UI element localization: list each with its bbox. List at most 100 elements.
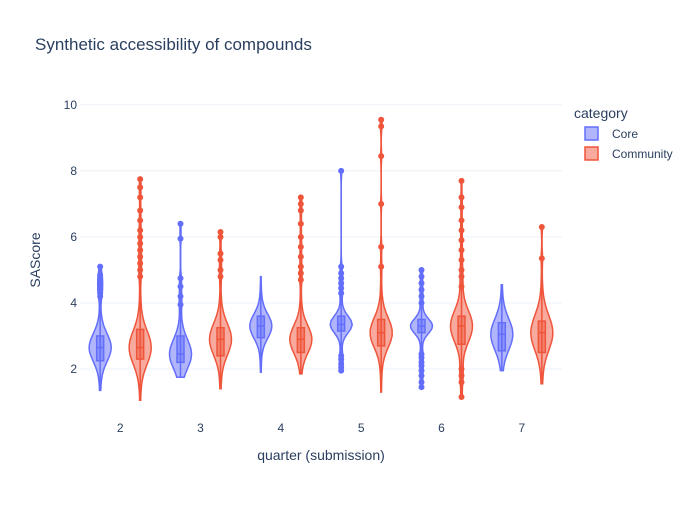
outlier-point[interactable]: [338, 280, 345, 287]
outlier-point[interactable]: [137, 260, 144, 267]
outlier-point[interactable]: [418, 351, 425, 358]
outlier-point[interactable]: [338, 275, 345, 282]
outlier-point[interactable]: [297, 263, 304, 270]
outlier-point[interactable]: [177, 235, 184, 242]
outlier-point[interactable]: [458, 365, 465, 372]
outlier-point[interactable]: [137, 176, 144, 183]
outlier-point[interactable]: [217, 257, 224, 264]
outlier-point[interactable]: [177, 293, 184, 300]
outlier-point[interactable]: [137, 207, 144, 214]
plot-layer: [88, 116, 554, 402]
outlier-point[interactable]: [137, 253, 144, 260]
violin-core-q6[interactable]: [409, 266, 434, 391]
outlier-point[interactable]: [418, 280, 425, 287]
outlier-point[interactable]: [177, 275, 184, 282]
outlier-point[interactable]: [338, 285, 345, 292]
violin-community-q3[interactable]: [208, 228, 233, 390]
outlier-point[interactable]: [418, 299, 425, 306]
outlier-point[interactable]: [177, 301, 184, 308]
outlier-point[interactable]: [297, 207, 304, 214]
violin-core-q2[interactable]: [88, 263, 112, 392]
outlier-point[interactable]: [458, 266, 465, 273]
chart-title: Synthetic accessibility of compounds: [35, 35, 312, 54]
outlier-point[interactable]: [217, 266, 224, 273]
outlier-point[interactable]: [297, 253, 304, 260]
outlier-point[interactable]: [137, 266, 144, 273]
outlier-point[interactable]: [418, 273, 425, 280]
outlier-point[interactable]: [297, 276, 304, 283]
outlier-point[interactable]: [458, 247, 465, 254]
outlier-point[interactable]: [137, 194, 144, 201]
outlier-point[interactable]: [338, 361, 345, 368]
outlier-point[interactable]: [217, 273, 224, 280]
outlier-point[interactable]: [538, 224, 545, 231]
outlier-point[interactable]: [458, 273, 465, 280]
violin-community-q2[interactable]: [128, 176, 152, 402]
outlier-point[interactable]: [458, 217, 465, 224]
outlier-point[interactable]: [378, 123, 385, 130]
outlier-point[interactable]: [297, 233, 304, 240]
outlier-point[interactable]: [378, 243, 385, 250]
outlier-point[interactable]: [177, 220, 184, 227]
outlier-point[interactable]: [418, 379, 425, 386]
outlier-point[interactable]: [338, 290, 345, 297]
outlier-point[interactable]: [338, 270, 345, 277]
outlier-point[interactable]: [338, 352, 345, 359]
outlier-point[interactable]: [458, 379, 465, 386]
outlier-point[interactable]: [137, 273, 144, 280]
outlier-point[interactable]: [418, 293, 425, 300]
outlier-point[interactable]: [137, 240, 144, 247]
violin-core-q4[interactable]: [249, 275, 273, 374]
outlier-point[interactable]: [378, 116, 385, 123]
outlier-point[interactable]: [217, 250, 224, 257]
outlier-point[interactable]: [418, 367, 425, 374]
outlier-point[interactable]: [137, 217, 144, 224]
outlier-point[interactable]: [297, 194, 304, 201]
violin-community-q6[interactable]: [449, 177, 474, 401]
outlier-point[interactable]: [297, 200, 304, 207]
outlier-point[interactable]: [458, 204, 465, 211]
outlier-point[interactable]: [378, 200, 385, 207]
outlier-point[interactable]: [137, 227, 144, 234]
outlier-point[interactable]: [378, 153, 385, 160]
outlier-point[interactable]: [458, 177, 465, 184]
outlier-point[interactable]: [458, 194, 465, 201]
outlier-point[interactable]: [137, 247, 144, 254]
violin-core-q5[interactable]: [329, 167, 353, 374]
outlier-point[interactable]: [458, 227, 465, 234]
outlier-point[interactable]: [137, 233, 144, 240]
outlier-point[interactable]: [217, 233, 224, 240]
outlier-point[interactable]: [418, 359, 425, 366]
outlier-point[interactable]: [538, 255, 545, 262]
legend-item-core[interactable]: Core: [584, 126, 638, 141]
outlier-point[interactable]: [97, 263, 104, 270]
outlier-point[interactable]: [418, 286, 425, 293]
outlier-point[interactable]: [418, 372, 425, 379]
outlier-point[interactable]: [137, 184, 144, 191]
x-tick-label: 3: [197, 421, 204, 435]
legend-item-community[interactable]: Community: [584, 146, 673, 161]
outlier-point[interactable]: [418, 384, 425, 391]
outlier-point[interactable]: [297, 220, 304, 227]
outlier-point[interactable]: [297, 243, 304, 250]
outlier-point[interactable]: [97, 271, 104, 278]
outlier-point[interactable]: [297, 270, 304, 277]
violin-core-q3[interactable]: [168, 220, 193, 378]
violin-community-q7[interactable]: [530, 224, 554, 385]
violin-core-q7[interactable]: [490, 284, 514, 372]
outlier-point[interactable]: [458, 237, 465, 244]
violin-community-q5[interactable]: [369, 116, 393, 393]
outlier-point[interactable]: [418, 266, 425, 273]
outlier-point[interactable]: [458, 394, 465, 401]
outlier-point[interactable]: [458, 372, 465, 379]
outlier-point[interactable]: [338, 263, 345, 270]
violin-community-q4[interactable]: [289, 194, 313, 375]
legend-items[interactable]: Core Community: [584, 126, 673, 161]
legend[interactable]: category Core Community: [574, 105, 673, 161]
outlier-point[interactable]: [458, 257, 465, 264]
outlier-point[interactable]: [217, 228, 224, 235]
outlier-point[interactable]: [378, 263, 385, 270]
outlier-point[interactable]: [458, 283, 465, 290]
outlier-point[interactable]: [177, 283, 184, 290]
outlier-point[interactable]: [338, 167, 345, 174]
